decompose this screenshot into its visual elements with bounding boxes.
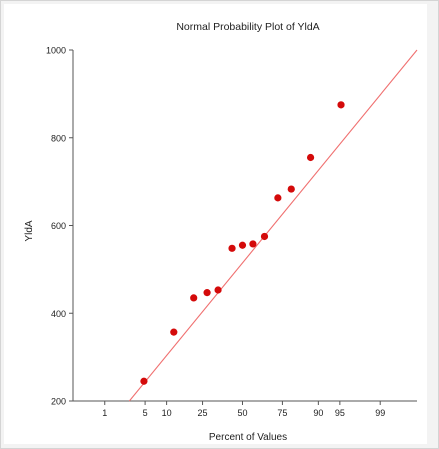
fit-line-layer: [128, 49, 418, 402]
y-tick-label: 800: [51, 133, 66, 143]
normal-probability-chart: Normal Probability Plot of YldA YldA Per…: [24, 21, 418, 443]
x-tick-label: 75: [277, 408, 287, 418]
data-point: [306, 153, 315, 162]
x-axis-label: Percent of Values: [209, 432, 287, 443]
data-points: [140, 101, 345, 385]
data-point: [170, 328, 178, 336]
x-tick-label: 90: [313, 408, 323, 418]
data-point: [238, 241, 247, 249]
data-point: [140, 377, 148, 385]
chart-title: Normal Probability Plot of YldA: [176, 21, 319, 33]
x-tick-label: 95: [335, 408, 345, 418]
x-tick-label: 5: [143, 408, 148, 418]
y-tick-label: 200: [51, 397, 66, 407]
data-point: [203, 289, 211, 297]
x-tick-label: 1: [102, 408, 107, 418]
plot-panel: Normal Probability Plot of YldA YldA Per…: [4, 4, 427, 444]
data-point: [287, 185, 295, 193]
data-point: [274, 194, 282, 202]
x-tick-label: 99: [375, 408, 385, 418]
data-point: [214, 286, 222, 294]
fit-line: [128, 49, 418, 402]
data-point: [249, 240, 257, 248]
x-tick-label: 10: [162, 408, 172, 418]
axes: 200 400 600 800 1000 1 5 10 25 50 75 90 95 99: [46, 46, 417, 418]
data-point: [260, 232, 269, 241]
y-tick-label: 400: [51, 309, 66, 319]
x-tick-label: 25: [198, 408, 208, 418]
data-point: [337, 101, 345, 109]
x-tick-label: 50: [237, 408, 247, 418]
y-tick-label: 600: [51, 221, 66, 231]
y-axis-label: YldA: [24, 220, 35, 241]
y-tick-label: 1000: [46, 46, 66, 56]
data-point: [228, 244, 236, 252]
data-point: [190, 294, 198, 302]
